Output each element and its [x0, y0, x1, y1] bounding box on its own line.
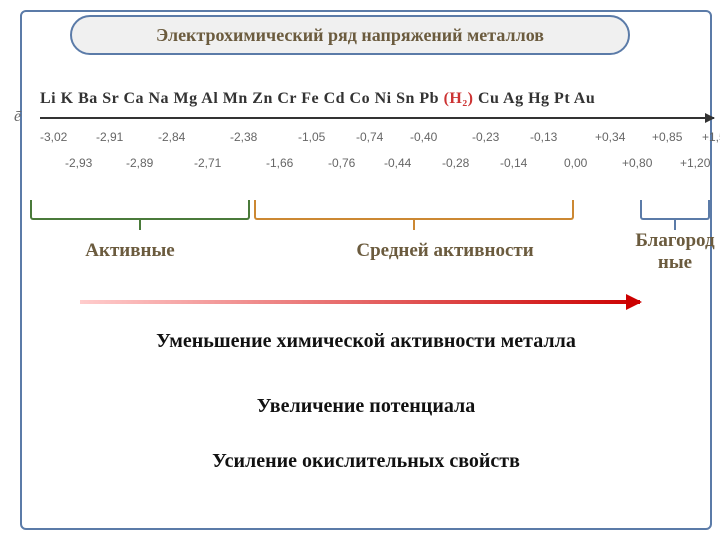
axis-arrow	[40, 117, 714, 119]
potential-value: -2,89	[126, 156, 153, 170]
group-label: Благородные	[615, 230, 720, 274]
potential-value: -3,02	[40, 130, 67, 144]
potential-value: -0,74	[356, 130, 383, 144]
potential-value: -0,23	[472, 130, 499, 144]
group-label: Активные	[60, 240, 200, 262]
elements-right: Cu Ag Hg Pt Au	[478, 90, 595, 107]
statement-text: Усиление окислительных свойств	[20, 450, 712, 473]
potential-value: +1,50	[702, 130, 720, 144]
statement-text: Уменьшение химической активности металла	[20, 330, 712, 353]
statement-text: Увеличение потенциала	[20, 395, 712, 418]
potential-value: -0,44	[384, 156, 411, 170]
hydrogen-marker: (H₂)	[444, 90, 474, 107]
potential-value: 0,00	[564, 156, 587, 170]
group-bracket	[30, 200, 250, 220]
potential-value: -2,91	[96, 130, 123, 144]
electrochemical-series: Li K Ba Sr Ca Na Mg Al Mn Zn Cr Fe Cd Co…	[10, 90, 720, 185]
potential-value: +0,34	[595, 130, 625, 144]
group-label: Средней активности	[320, 240, 570, 262]
potential-value: -1,66	[266, 156, 293, 170]
potential-value: -0,76	[328, 156, 355, 170]
group-bracket	[640, 200, 710, 220]
potential-value: -0,40	[410, 130, 437, 144]
potential-value: -2,93	[65, 156, 92, 170]
activity-arrow	[80, 300, 640, 304]
potential-value: -2,84	[158, 130, 185, 144]
potential-value: +0,85	[652, 130, 682, 144]
potential-value: +0,80	[622, 156, 652, 170]
electron-symbol: ē	[14, 108, 21, 126]
title-text: Электрохимический ряд напряжений металло…	[156, 25, 544, 46]
potential-value: -2,38	[230, 130, 257, 144]
potential-value: -0,14	[500, 156, 527, 170]
elements-row: Li K Ba Sr Ca Na Mg Al Mn Zn Cr Fe Cd Co…	[40, 90, 715, 108]
group-bracket	[254, 200, 574, 220]
potential-value: -0,28	[442, 156, 469, 170]
group-brackets	[30, 200, 712, 230]
potential-value: -0,13	[530, 130, 557, 144]
potential-value: +1,20	[680, 156, 710, 170]
title-box: Электрохимический ряд напряжений металло…	[70, 15, 630, 55]
potential-value: -2,71	[194, 156, 221, 170]
elements-left: Li K Ba Sr Ca Na Mg Al Mn Zn Cr Fe Cd Co…	[40, 90, 439, 107]
potential-value: -1,05	[298, 130, 325, 144]
